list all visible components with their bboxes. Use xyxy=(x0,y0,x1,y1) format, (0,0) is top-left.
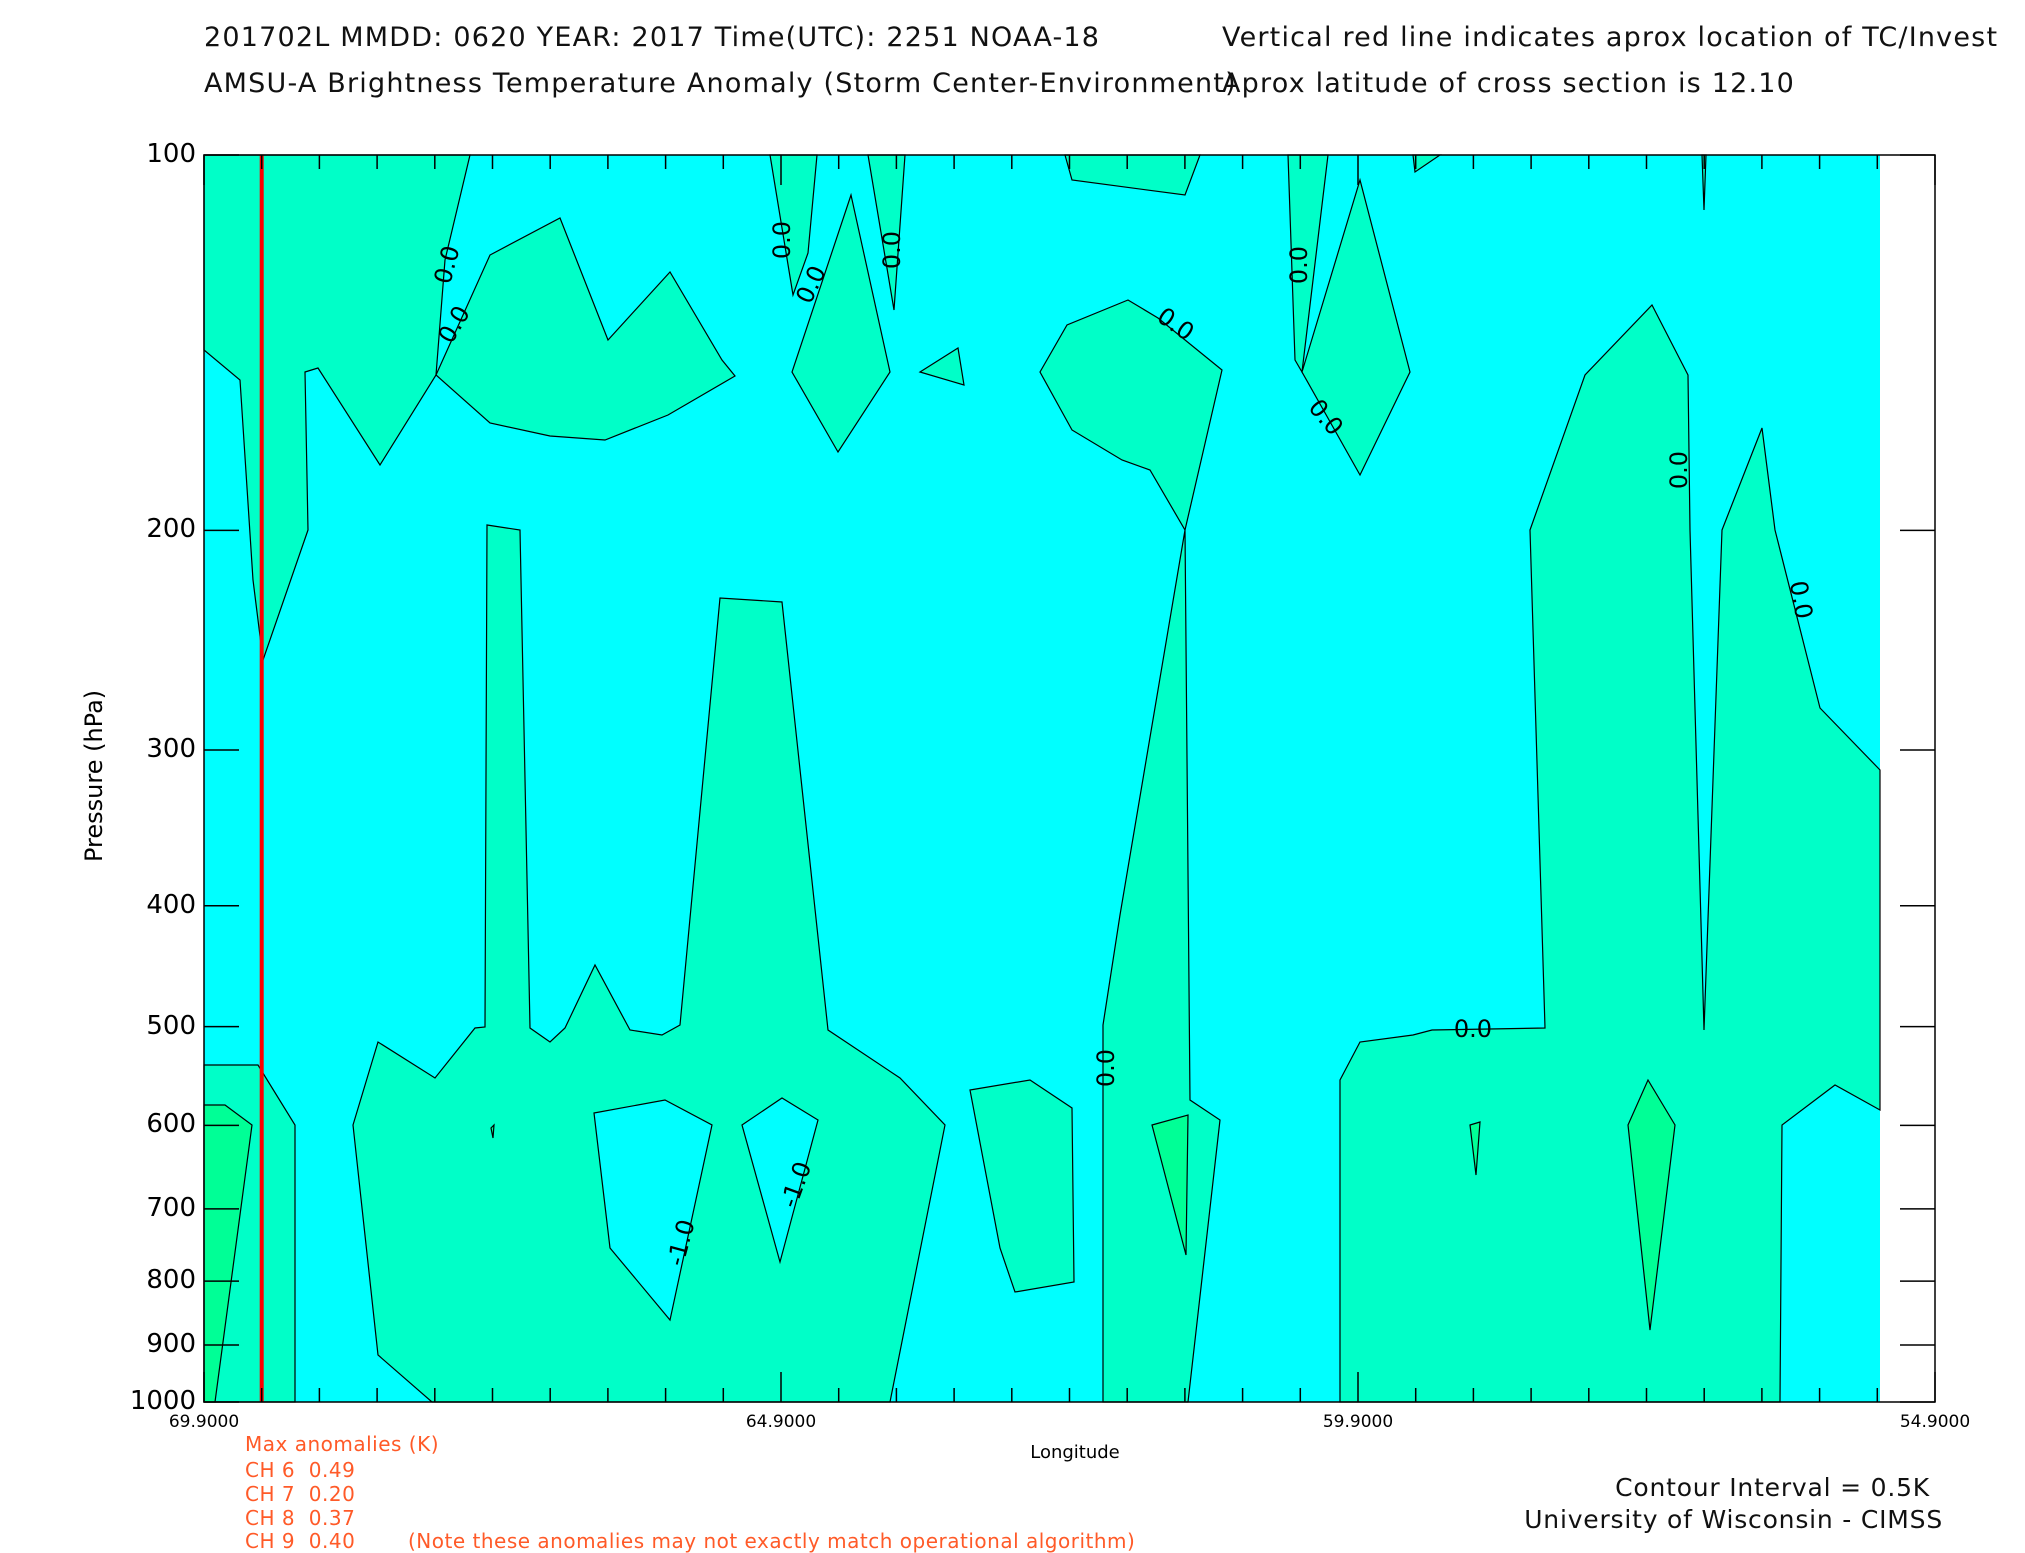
y-tick-label: 1000 xyxy=(129,1386,196,1416)
contour-region xyxy=(1301,177,1411,477)
contour-label: 0.0 xyxy=(878,231,906,269)
contour-region xyxy=(490,1123,495,1139)
contour-region xyxy=(593,1099,713,1322)
max-anomalies-title: Max anomalies (K) xyxy=(245,1432,440,1456)
header-latitude-note: Aprox latitude of cross section is 12.10 xyxy=(1222,68,1795,99)
y-tick-label: 800 xyxy=(146,1265,196,1296)
max-anomaly-ch9: CH 9 0.40 xyxy=(245,1529,356,1553)
x-tick-label: 69.9000 xyxy=(168,1412,240,1432)
y-tick-label: 900 xyxy=(146,1328,196,1359)
max-anomaly-ch6: CH 6 0.49 xyxy=(245,1458,356,1482)
contour-region xyxy=(1102,529,1221,1403)
y-tick-label: 400 xyxy=(146,889,196,920)
max-anomaly-ch8: CH 8 0.37 xyxy=(245,1506,356,1530)
x-axis-title: Longitude xyxy=(1030,1442,1120,1463)
contour-region xyxy=(1039,299,1223,532)
contour-region xyxy=(435,217,736,441)
contour-label: 0.0 xyxy=(1784,579,1818,621)
contour-label: 0.0 xyxy=(768,221,796,259)
y-tick-label: 200 xyxy=(146,514,196,545)
contour-region xyxy=(918,347,965,386)
contour-label: 0.0 xyxy=(1285,246,1313,284)
y-tick-label: 600 xyxy=(146,1109,196,1140)
y-tick-label: 700 xyxy=(146,1192,196,1223)
header-tc-note: Vertical red line indicates aprox locati… xyxy=(1222,22,1999,53)
contour-label: 0.0 xyxy=(1665,451,1693,489)
contour-label: 0.0 xyxy=(1454,1015,1492,1043)
contour-region xyxy=(1151,1114,1189,1256)
contour-region xyxy=(1469,1121,1481,1176)
x-tick-label: 54.9000 xyxy=(1899,1412,1971,1432)
header-title-line1: 201702L MMDD: 0620 YEAR: 2017 Time(UTC):… xyxy=(204,22,1101,53)
header-title-line2: AMSU-A Brightness Temperature Anomaly (S… xyxy=(204,68,1237,99)
contour-interval: Contour Interval = 0.5K xyxy=(1615,1473,1930,1502)
anomaly-note: (Note these anomalies may not exactly ma… xyxy=(408,1529,1136,1553)
contour-region xyxy=(203,154,471,661)
contour-region xyxy=(1627,1078,1676,1331)
contour-region xyxy=(969,1079,1075,1293)
y-tick-label: 300 xyxy=(146,733,196,764)
credit-line: University of Wisconsin - CIMSS xyxy=(1524,1505,1943,1534)
tick-layer xyxy=(203,154,1936,1403)
y-tick-label: 100 xyxy=(146,139,196,169)
contour-region xyxy=(741,1097,819,1265)
contour-regions-strong xyxy=(203,1078,1676,1403)
y-axis-title: Pressure (hPa) xyxy=(80,689,108,862)
contour-regions-negative xyxy=(593,1097,819,1322)
x-tick-label: 64.9000 xyxy=(745,1412,817,1432)
x-tick-label: 59.9000 xyxy=(1322,1412,1394,1432)
contour-region xyxy=(791,192,891,454)
y-tick-label: 500 xyxy=(146,1010,196,1041)
contour-label: 0.0 xyxy=(1092,1049,1120,1087)
max-anomaly-ch7: CH 7 0.20 xyxy=(245,1482,356,1506)
